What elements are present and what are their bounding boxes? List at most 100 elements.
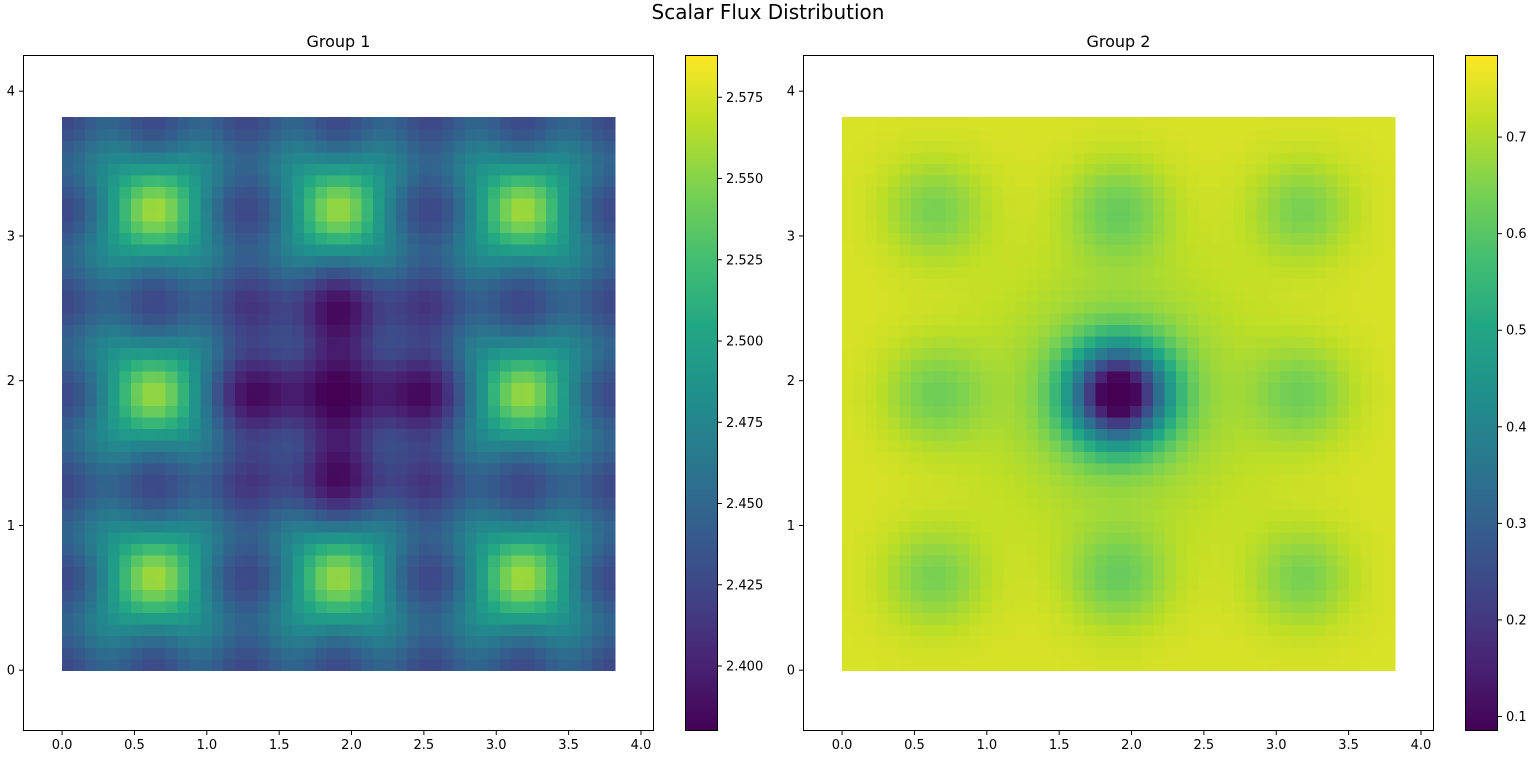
heatmap-cell: [1026, 508, 1039, 522]
heatmap-cell: [1014, 635, 1027, 648]
heatmap-cell: [476, 186, 489, 199]
heatmap-cell: [361, 405, 374, 418]
heatmap-cell: [1337, 278, 1350, 291]
heatmap-cell: [1371, 313, 1385, 326]
heatmap-cell: [200, 290, 213, 303]
heatmap-cell: [257, 313, 270, 326]
heatmap-cell: [165, 151, 178, 164]
heatmap-cell: [154, 566, 167, 579]
heatmap-cell: [1106, 601, 1120, 614]
heatmap-cell: [396, 301, 409, 314]
heatmap-cell: [1245, 232, 1258, 245]
heatmap-cell: [1060, 336, 1074, 349]
heatmap-cell: [968, 543, 981, 556]
heatmap-cell: [315, 405, 328, 418]
heatmap-cell: [1360, 601, 1373, 614]
heatmap-cell: [326, 520, 340, 533]
heatmap-cell: [888, 255, 901, 268]
heatmap-cell: [488, 128, 501, 141]
heatmap-cell: [499, 578, 512, 591]
heatmap-cell: [1049, 647, 1062, 660]
heatmap-cell: [1049, 382, 1062, 395]
heatmap-cell: [350, 543, 363, 556]
heatmap-cell: [246, 531, 259, 545]
heatmap-cell: [957, 485, 970, 498]
heatmap-cell: [1222, 543, 1235, 556]
heatmap-cell: [603, 474, 616, 487]
heatmap-cell: [1014, 163, 1027, 176]
heatmap-cell: [108, 313, 121, 326]
heatmap-cell: [200, 474, 213, 487]
heatmap-cell: [246, 635, 259, 648]
heatmap-cell: [62, 370, 75, 383]
heatmap-cell: [1268, 543, 1281, 556]
heatmap-cell: [85, 209, 98, 222]
heatmap-cell: [373, 578, 386, 591]
heatmap-cell: [1187, 117, 1200, 130]
heatmap-cell: [1130, 301, 1143, 314]
heatmap-cell: [211, 531, 224, 545]
heatmap-cell: [568, 555, 581, 568]
heatmap-cell: [557, 267, 570, 280]
heatmap-cell: [1314, 451, 1327, 464]
heatmap-cell: [200, 658, 213, 671]
heatmap-cell: [1233, 451, 1246, 464]
heatmap-cell: [888, 243, 901, 257]
heatmap-cell: [1014, 174, 1027, 187]
heatmap-cell: [188, 601, 201, 614]
heatmap-cell: [476, 555, 489, 568]
heatmap-cell: [407, 635, 420, 648]
heatmap-cell: [280, 612, 294, 625]
heatmap-cell: [1026, 416, 1039, 429]
heatmap-cell: [442, 658, 455, 671]
heatmap-cell: [1268, 117, 1281, 130]
heatmap-cell: [407, 324, 420, 337]
heatmap-cell: [1256, 151, 1269, 164]
heatmap-cell: [303, 543, 317, 556]
heatmap-cell: [1095, 290, 1108, 303]
heatmap-cell: [842, 313, 855, 326]
heatmap-cell: [200, 197, 213, 210]
heatmap-cell: [108, 324, 121, 337]
heatmap-cell: [1302, 601, 1315, 614]
heatmap-cell: [1233, 278, 1246, 291]
heatmap-cell: [234, 324, 247, 337]
heatmap-cell: [373, 589, 386, 602]
heatmap-cell: [1003, 612, 1016, 625]
heatmap-cell: [407, 416, 420, 429]
heatmap-cell: [1337, 520, 1350, 533]
heatmap-cell: [865, 601, 878, 614]
heatmap-cell: [1199, 658, 1212, 671]
heatmap-cell: [899, 635, 912, 648]
heatmap-cell: [211, 451, 224, 464]
heatmap-cell: [580, 578, 593, 591]
heatmap-cell: [888, 301, 901, 314]
heatmap-cell: [1233, 393, 1246, 406]
heatmap-cell: [223, 531, 236, 545]
heatmap-cell: [350, 393, 363, 406]
heatmap-cell: [1141, 589, 1154, 602]
heatmap-cell: [1187, 220, 1200, 234]
heatmap-cell: [96, 658, 109, 671]
heatmap-cell: [1072, 428, 1085, 441]
heatmap-cell: [865, 220, 878, 234]
heatmap-cell: [1060, 658, 1074, 671]
heatmap-cell: [280, 474, 294, 487]
heatmap-cell: [1164, 578, 1177, 591]
heatmap-cell: [85, 128, 98, 141]
heatmap-cell: [1314, 301, 1327, 314]
heatmap-cell: [1222, 508, 1235, 522]
heatmap-cell: [442, 578, 455, 591]
heatmap-cell: [361, 140, 374, 153]
heatmap-cell: [108, 439, 121, 452]
heatmap-cell: [292, 382, 305, 395]
heatmap-cell: [1049, 151, 1062, 164]
heatmap-cell: [1199, 566, 1212, 579]
heatmap-cell: [73, 589, 86, 602]
heatmap-cell: [119, 151, 132, 164]
heatmap-cell: [488, 347, 501, 360]
heatmap-cell: [591, 462, 605, 475]
heatmap-cell: [1199, 243, 1212, 257]
heatmap-cell: [177, 601, 190, 614]
heatmap-cell: [1279, 301, 1292, 314]
